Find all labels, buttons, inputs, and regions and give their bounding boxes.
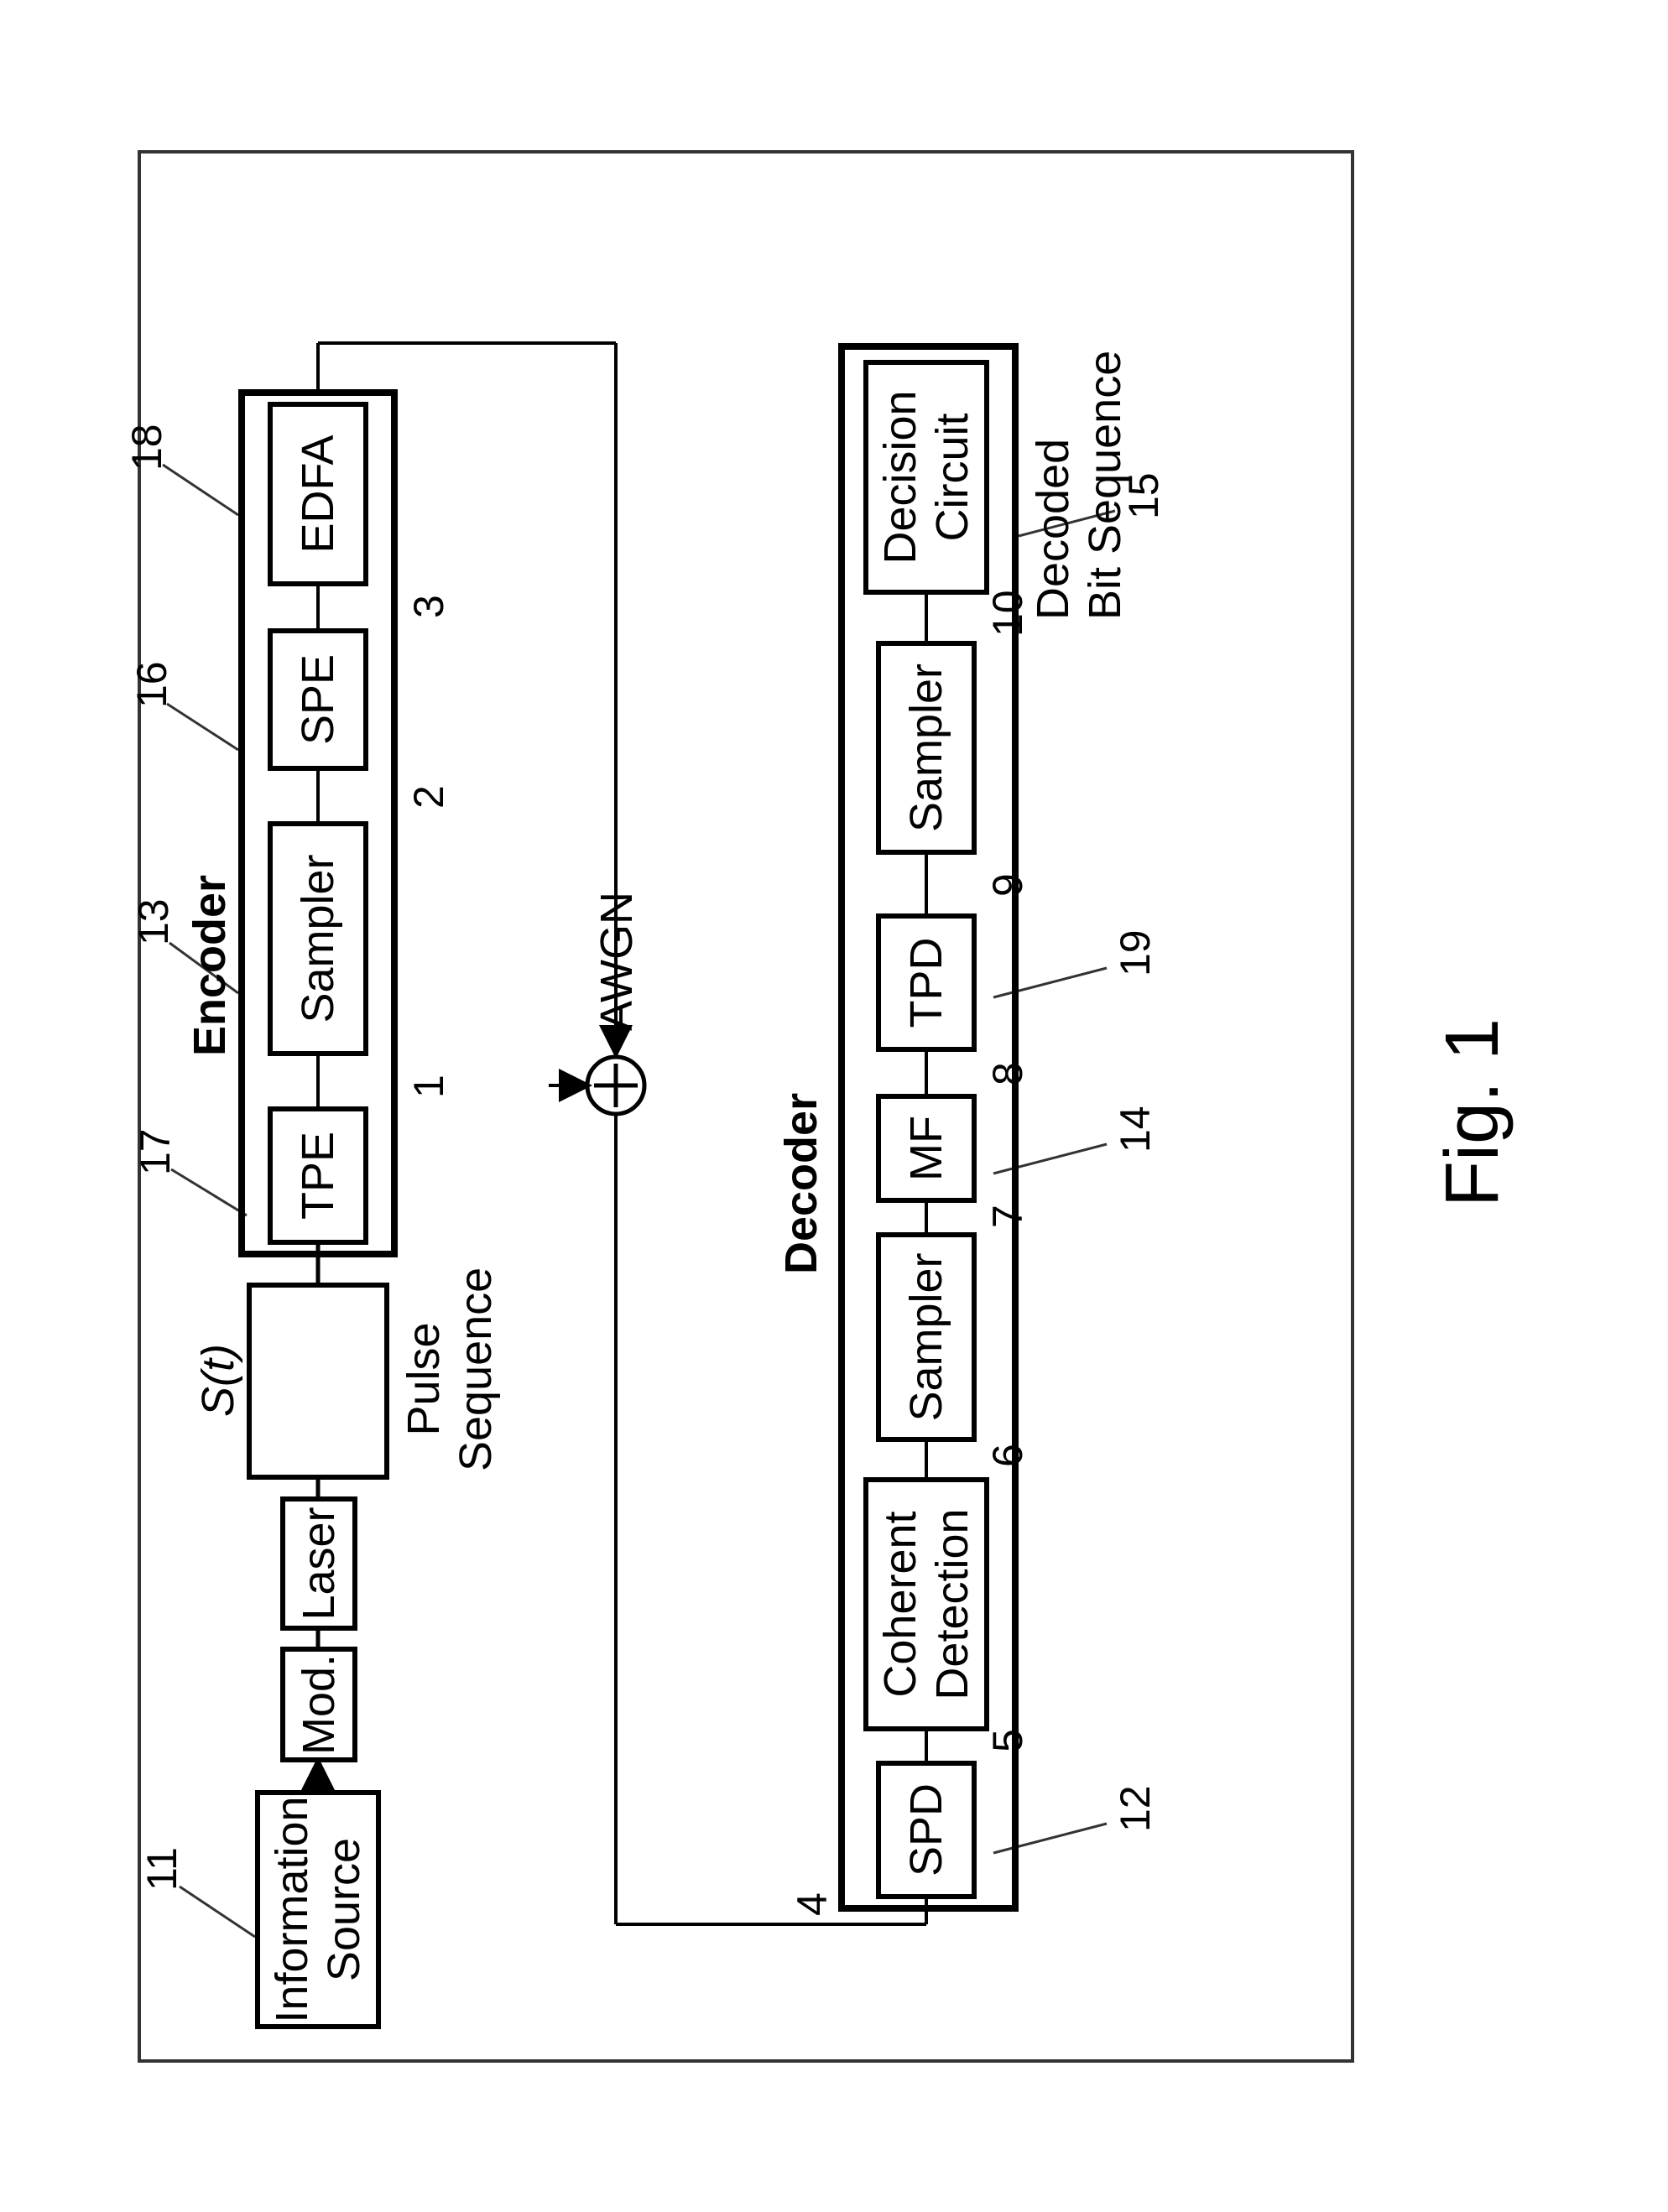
dec-sampler1-block: Sampler [876,1232,977,1442]
pulse-seq-label: Pulse Sequence [398,1287,502,1471]
awgn-label: AWGN [591,892,643,1031]
c14: 14 [1111,1106,1160,1153]
figure-label: Fig. 1 [1430,1018,1516,1206]
dec-sampler2-block: Sampler [876,641,977,855]
n7: 7 [983,1205,1032,1228]
mf-block: MF [876,1094,977,1203]
enc-sampler-block: Sampler [268,821,368,1056]
n4: 4 [788,1892,837,1916]
edfa-block: EDFA [268,402,368,586]
n5: 5 [983,1729,1032,1752]
c11: 11 [138,1847,186,1891]
tpe-block: TPE [268,1106,368,1245]
encoder-title: Encoder [184,874,236,1055]
diagram-canvas: Information Source Mod. Laser S(t) Pulse… [79,100,1589,2113]
pulse-box [247,1283,389,1480]
coherent-block: Coherent Detection [863,1477,989,1731]
n8: 8 [983,1062,1032,1085]
st-label: S(t) [192,1344,244,1417]
n2: 2 [404,785,453,809]
decoded-label: Decoded Bit Sequence [1027,350,1131,619]
n9: 9 [983,873,1032,897]
spe-block: SPE [268,628,368,771]
c12: 12 [1111,1785,1160,1832]
c19: 19 [1111,929,1160,976]
mod-block: Mod. [280,1647,357,1762]
decision-block: Decision Circuit [863,360,989,595]
laser-block: Laser [280,1496,357,1631]
c17: 17 [131,1128,180,1175]
info-source-block: Information Source [255,1790,381,2029]
tpd-block: TPD [876,913,977,1052]
spd-block: SPD [876,1761,977,1899]
c15: 15 [1119,472,1168,519]
n10: 10 [983,590,1032,637]
c13: 13 [129,898,178,945]
c16: 16 [128,661,176,708]
n1: 1 [404,1075,453,1098]
decoder-title: Decoder [775,1092,827,1273]
n6: 6 [983,1444,1032,1467]
c18: 18 [122,424,171,471]
n3: 3 [404,595,453,618]
